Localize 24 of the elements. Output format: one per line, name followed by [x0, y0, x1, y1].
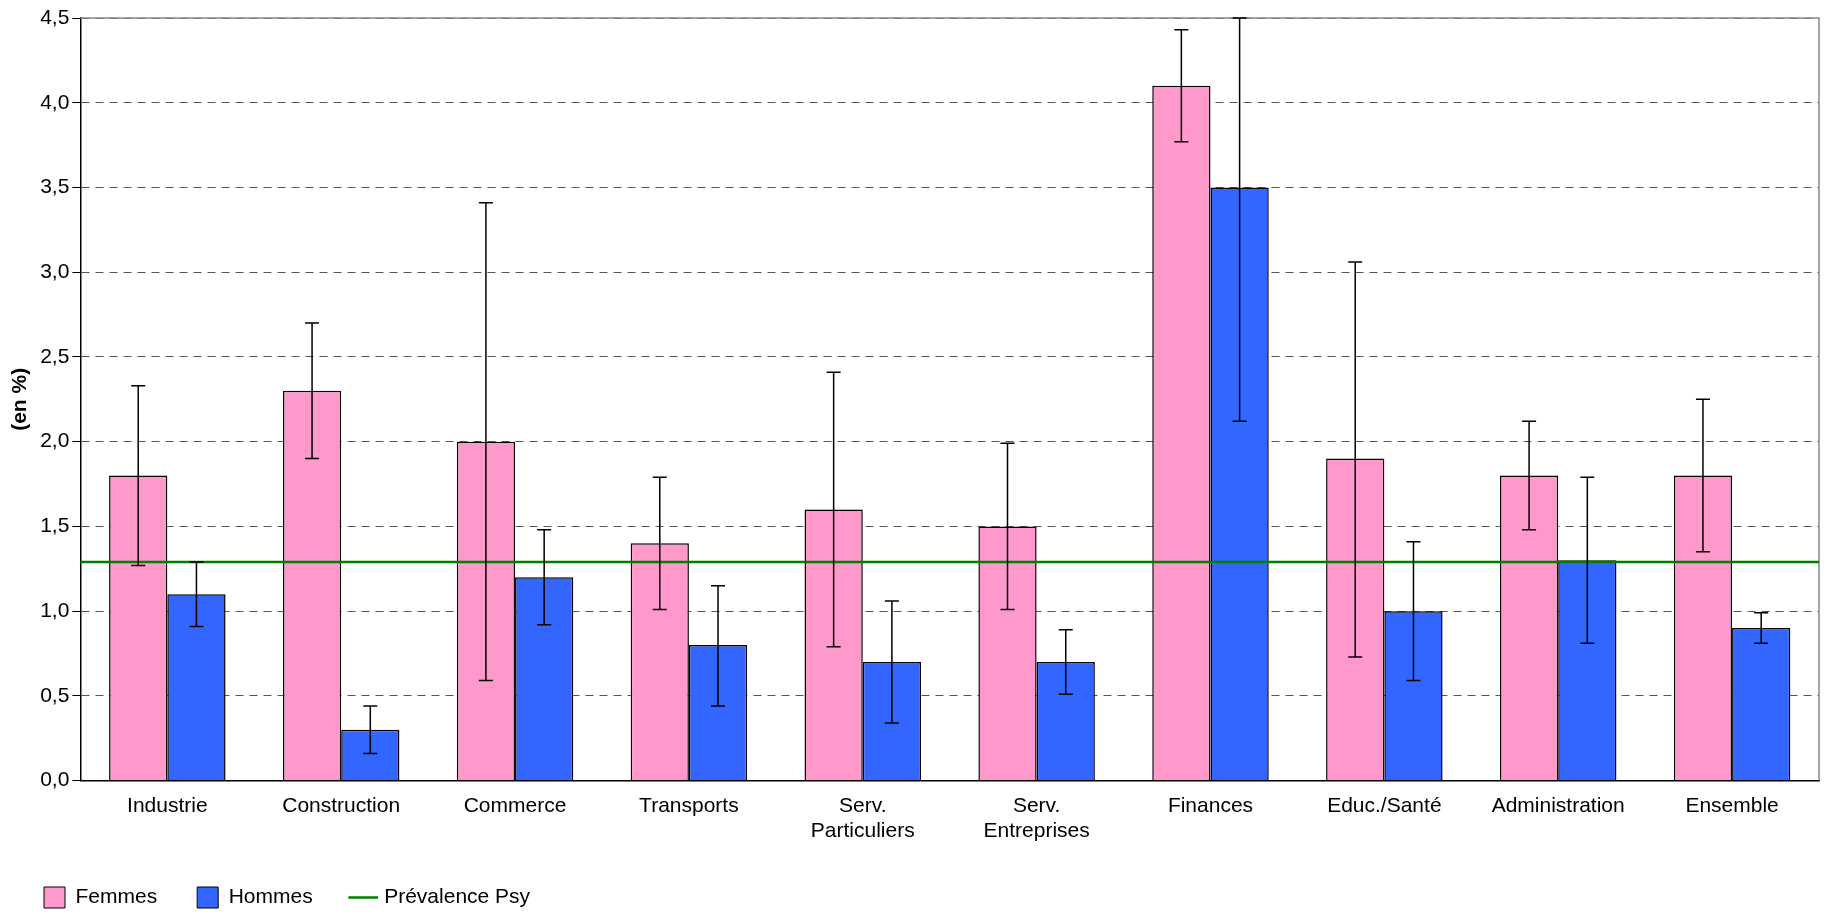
x-tick-label: Construction	[282, 793, 401, 816]
y-tick-label: 2,5	[40, 343, 70, 367]
x-tick-label: Industrie	[127, 793, 208, 816]
y-tick-label: 3,5	[40, 174, 70, 198]
y-axis-title: (en %)	[7, 367, 31, 431]
legend-label: Prévalence Psy	[384, 884, 531, 908]
x-tick-label: Commerce	[463, 793, 567, 816]
x-tick-label: Educ./Santé	[1327, 793, 1442, 816]
y-tick-label: 0,5	[40, 682, 70, 706]
y-tick-label: 3,0	[40, 259, 70, 282]
y-tick-label: 2,0	[40, 428, 70, 452]
y-tick-label: 0,0	[40, 767, 70, 791]
y-tick-label: 1,5	[40, 513, 70, 537]
x-tick-label: Ensemble	[1685, 793, 1779, 816]
x-tick-label: Finances	[1167, 793, 1254, 816]
y-tick-label: 1,0	[40, 597, 70, 621]
x-tick-label: Transports	[639, 793, 739, 816]
x-tick-label: Serv. Particuliers	[810, 793, 915, 842]
legend-label: Femmes	[75, 884, 158, 908]
y-tick-label: 4,5	[40, 4, 70, 28]
x-tick-label: Administration	[1491, 793, 1625, 816]
legend-label: Hommes	[228, 884, 313, 908]
y-tick-label: 4,0	[40, 89, 70, 113]
x-tick-label: Serv. Entreprises	[983, 793, 1090, 842]
